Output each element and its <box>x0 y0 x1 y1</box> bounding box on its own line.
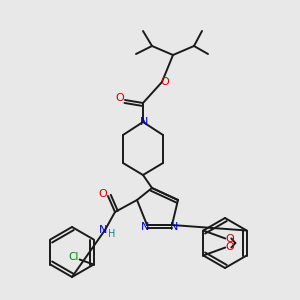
Text: N: N <box>141 222 149 232</box>
Text: N: N <box>99 225 107 235</box>
Text: H: H <box>108 229 116 239</box>
Text: O: O <box>99 189 107 199</box>
Text: O: O <box>160 77 169 87</box>
Text: O: O <box>225 233 234 244</box>
Text: N: N <box>170 222 178 232</box>
Text: N: N <box>140 117 148 127</box>
Text: O: O <box>225 242 234 253</box>
Text: O: O <box>116 93 124 103</box>
Text: Cl: Cl <box>68 253 79 262</box>
